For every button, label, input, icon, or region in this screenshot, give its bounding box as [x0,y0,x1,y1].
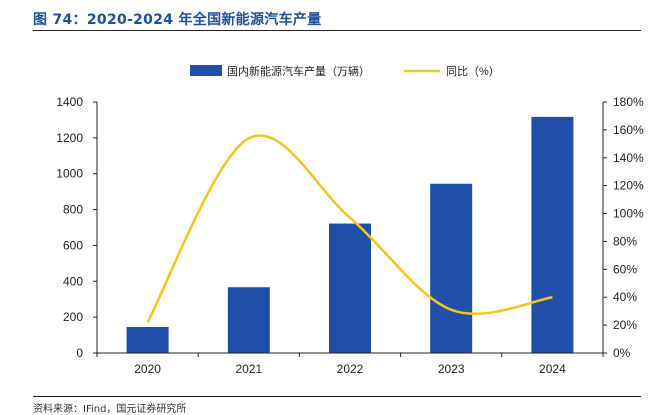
y-left-tick-label: 1000 [56,167,83,181]
bar-2021 [227,287,270,353]
x-tick-label: 2022 [337,362,364,376]
line-series [146,134,553,323]
y-right-tick-label: 80% [613,234,637,248]
x-tick-label: 2020 [134,362,161,376]
bar-2020 [126,327,169,353]
title-rule [33,30,641,31]
source-rule [33,396,641,397]
yoy-line [146,134,553,323]
y-right-tick-label: 20% [613,318,637,332]
legend-bar-label: 国内新能源汽车产量（万辆） [227,64,370,78]
y-left-tick-label: 200 [63,310,83,324]
y-left-tick-label: 1200 [56,131,83,145]
legend-line-label: 同比（%） [446,65,500,78]
y-left-tick-label: 400 [63,274,83,288]
bar-2024 [531,116,574,354]
y-right-tick-label: 60% [613,262,637,276]
legend: 国内新能源汽车产量（万辆） 同比（%） [190,64,500,78]
y-right-tick-label: 40% [613,290,637,304]
y-right-tick-label: 120% [613,179,644,193]
bar-2022 [329,223,371,353]
bar-series [126,116,574,354]
bar-2023 [430,183,473,353]
y-right-tick-label: 100% [613,207,644,221]
y-left-tick-label: 800 [63,203,83,217]
y-right-tick-label: 0% [613,346,631,360]
y-left-tick-label: 600 [63,238,83,252]
source-note: 资料来源：IFind，国元证券研究所 [33,404,187,415]
y-right-tick-label: 160% [613,123,644,137]
x-tick-label: 2023 [438,362,465,376]
x-tick-label: 2021 [235,362,262,376]
x-tick-label: 2024 [539,362,566,376]
figure-title: 图 74：2020-2024 年全国新能源汽车产量 [33,12,322,28]
y-right-tick-label: 140% [613,151,644,165]
axes: 0 200 400 600 800 1000 1200 1400 0% 20% 40% 60% 80% 1… [56,95,644,376]
y-left-tick-label: 1400 [56,95,83,109]
legend-bar-swatch [190,65,222,76]
y-left-tick-label: 0 [76,346,83,360]
y-right-tick-label: 180% [613,95,644,109]
